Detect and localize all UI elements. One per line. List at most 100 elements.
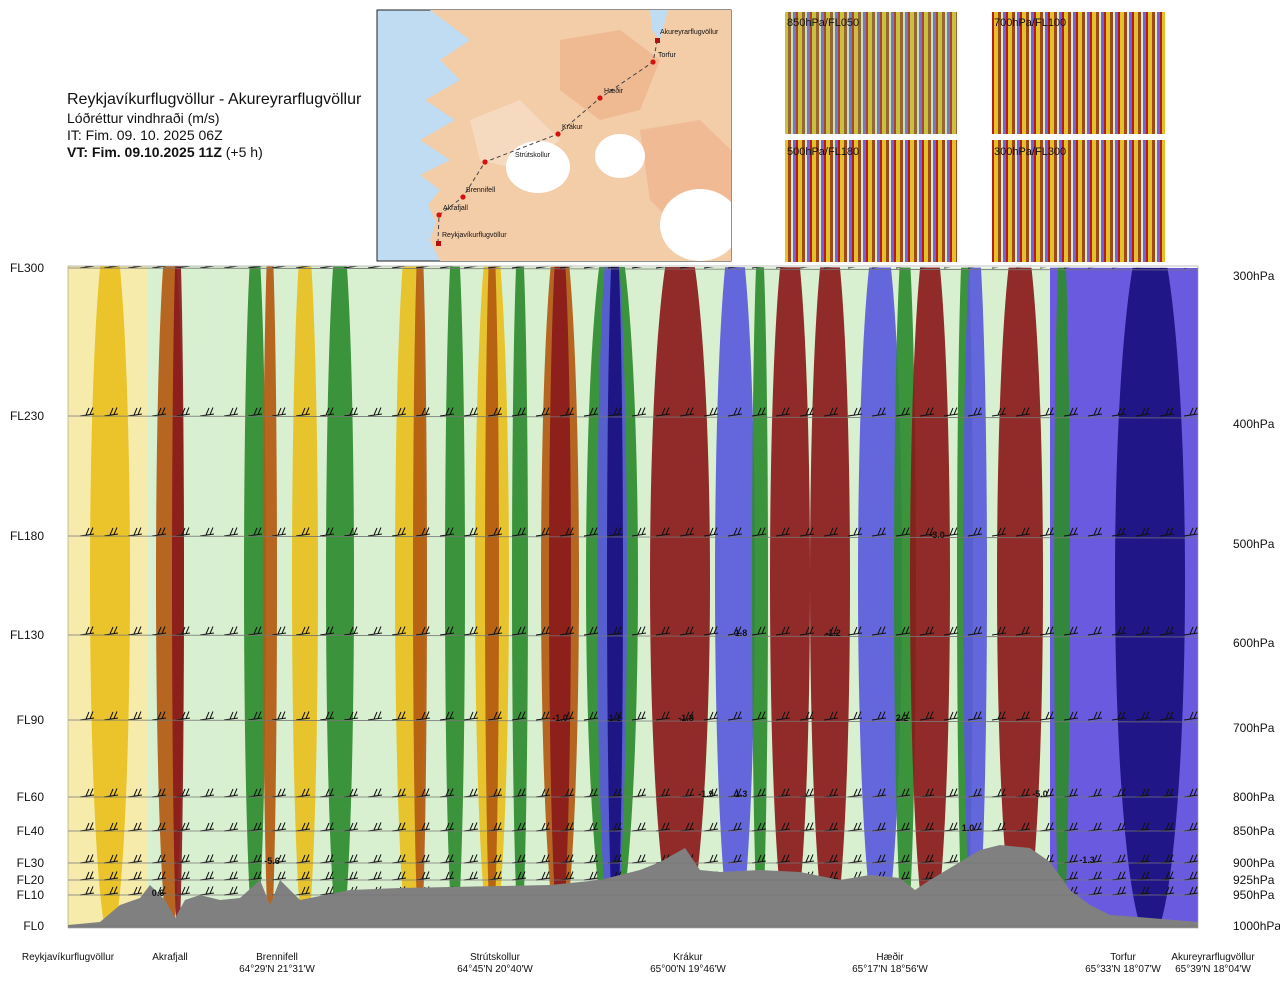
wind-barb-icon bbox=[631, 626, 647, 636]
thumb-850-label: 850hPa/FL050 bbox=[787, 17, 859, 29]
location-label: Torfur bbox=[1110, 952, 1136, 963]
value-annotation: 1.2 bbox=[609, 713, 622, 723]
pressure-level-line bbox=[68, 634, 1198, 638]
wind-barb-icon bbox=[1183, 266, 1198, 269]
wind-barb-icon bbox=[271, 527, 287, 537]
wind-barb-icon bbox=[895, 527, 911, 537]
left-axis-label: FL90 bbox=[17, 713, 45, 727]
wind-barb-icon bbox=[679, 527, 695, 537]
map-label-strutskollur: Strútskollur bbox=[515, 152, 551, 159]
wind-barb-icon bbox=[1183, 711, 1198, 721]
route-map: Akureyrarflugvöllur Torfur Hæðir Krákur … bbox=[376, 9, 732, 262]
wind-barb-icon bbox=[535, 527, 551, 537]
location-coordinate: 65°00'N 19°46'W bbox=[650, 964, 726, 975]
wind-barb-icon bbox=[343, 711, 359, 721]
wind-barb-icon bbox=[103, 407, 119, 417]
location-label: Reykjavíkurflugvöllur bbox=[22, 952, 115, 963]
wind-band-29 bbox=[997, 266, 1043, 928]
wind-barb-icon bbox=[391, 626, 407, 636]
location-label: Akrafjall bbox=[152, 952, 188, 963]
wind-barb-icon bbox=[727, 407, 743, 417]
wind-barb-icon bbox=[727, 527, 743, 537]
map-label-torfur: Torfur bbox=[658, 52, 677, 59]
wind-barb-icon bbox=[319, 527, 335, 537]
wind-band-24 bbox=[858, 266, 902, 928]
wind-barb-icon bbox=[127, 266, 143, 269]
wind-barb-icon bbox=[343, 407, 359, 417]
location-label: Krákur bbox=[673, 952, 703, 963]
wind-barb-icon bbox=[223, 527, 239, 537]
wind-barb-icon bbox=[703, 407, 719, 417]
wind-barb-icon bbox=[487, 711, 503, 721]
wind-barb-icon bbox=[295, 407, 311, 417]
wind-barb-icon bbox=[367, 711, 383, 721]
right-axis-label: 850hPa bbox=[1233, 824, 1275, 838]
left-axis-label: FL20 bbox=[17, 873, 45, 887]
wind-barb-icon bbox=[823, 711, 839, 721]
wind-barb-icon bbox=[607, 711, 623, 721]
thumb-850[interactable]: 850hPa/FL050 bbox=[785, 12, 957, 134]
wind-barb-icon bbox=[943, 711, 959, 721]
terrain bbox=[68, 845, 1198, 928]
wind-barb-icon bbox=[583, 527, 599, 537]
right-axis-label: 400hPa bbox=[1233, 417, 1275, 431]
wind-barb-icon bbox=[655, 711, 671, 721]
wind-barb-icon bbox=[943, 626, 959, 636]
thumb-700[interactable]: 700hPa/FL100 bbox=[992, 12, 1165, 134]
thumb-500-label: 500hPa/FL180 bbox=[787, 146, 859, 158]
map-label-reykjavik: Reykjavíkurflugvöllur bbox=[442, 232, 507, 239]
wind-barb-icon bbox=[1111, 527, 1127, 537]
wind-barb-icon bbox=[247, 711, 263, 721]
wind-barb-icon bbox=[1159, 527, 1175, 537]
wind-barb-icon bbox=[655, 407, 671, 417]
map-label-akureyri: Akureyrarflugvöllur bbox=[660, 29, 719, 36]
wind-barb-icon bbox=[1063, 527, 1079, 537]
location-label: Akureyrarflugvöllur bbox=[1171, 952, 1255, 963]
wind-barb-icon bbox=[871, 711, 887, 721]
wind-barb-icon bbox=[319, 407, 335, 417]
wind-barb-icon bbox=[775, 626, 791, 636]
wind-barb-icon bbox=[703, 711, 719, 721]
value-annotation: -1.0 bbox=[552, 713, 568, 723]
wind-barb-icon bbox=[223, 626, 239, 636]
wind-barb-icon bbox=[463, 626, 479, 636]
map-label-krakur: Krákur bbox=[562, 124, 583, 131]
wind-band-21 bbox=[752, 266, 768, 928]
wind-barb-icon bbox=[583, 711, 599, 721]
wind-barb-icon bbox=[1039, 626, 1055, 636]
location-coordinate: 65°17'N 18°56'W bbox=[852, 964, 928, 975]
wind-barb-icon bbox=[199, 527, 215, 537]
wind-barb-icon bbox=[871, 626, 887, 636]
wind-barb-icon bbox=[559, 626, 575, 636]
wind-barb-icon bbox=[1135, 527, 1151, 537]
wind-barb-icon bbox=[1087, 711, 1103, 721]
value-annotation: -1.2 bbox=[825, 628, 841, 638]
wind-barb-icon bbox=[367, 527, 383, 537]
wind-barb-icon bbox=[967, 407, 983, 417]
value-annotation: 1.3 bbox=[735, 789, 748, 799]
location-coordinate: 64°29'N 21°31'W bbox=[239, 964, 315, 975]
wind-barb-icon bbox=[799, 711, 815, 721]
wind-band-6 bbox=[292, 266, 318, 928]
wind-barb-icon bbox=[895, 626, 911, 636]
thumb-300[interactable]: 300hPa/FL300 bbox=[992, 140, 1165, 262]
wind-band-10 bbox=[445, 266, 465, 928]
wind-barb-icon bbox=[343, 527, 359, 537]
left-axis-labels: FL300 FL230 FL180 FL130 FL90 FL60 FL40 FL30 FL20… bbox=[10, 261, 44, 933]
wind-barb-icon bbox=[1135, 407, 1151, 417]
wind-barb-icon bbox=[679, 407, 695, 417]
wind-barb-icon bbox=[679, 626, 695, 636]
wind-barb-icon bbox=[247, 626, 263, 636]
wind-barb-icon bbox=[991, 626, 1007, 636]
wind-barb-icon bbox=[487, 626, 503, 636]
wind-barb-icon bbox=[175, 626, 191, 636]
wind-band-9 bbox=[413, 266, 427, 928]
wind-barb-icon bbox=[751, 711, 767, 721]
wind-barb-icon bbox=[1087, 626, 1103, 636]
wind-barb-icon bbox=[583, 626, 599, 636]
value-annotation: -5.0 bbox=[1032, 789, 1048, 799]
right-axis-label: 925hPa bbox=[1233, 873, 1275, 887]
wind-barb-icon bbox=[511, 626, 527, 636]
wind-barb-icon bbox=[775, 527, 791, 537]
thumb-500[interactable]: 500hPa/FL180 bbox=[785, 140, 957, 262]
